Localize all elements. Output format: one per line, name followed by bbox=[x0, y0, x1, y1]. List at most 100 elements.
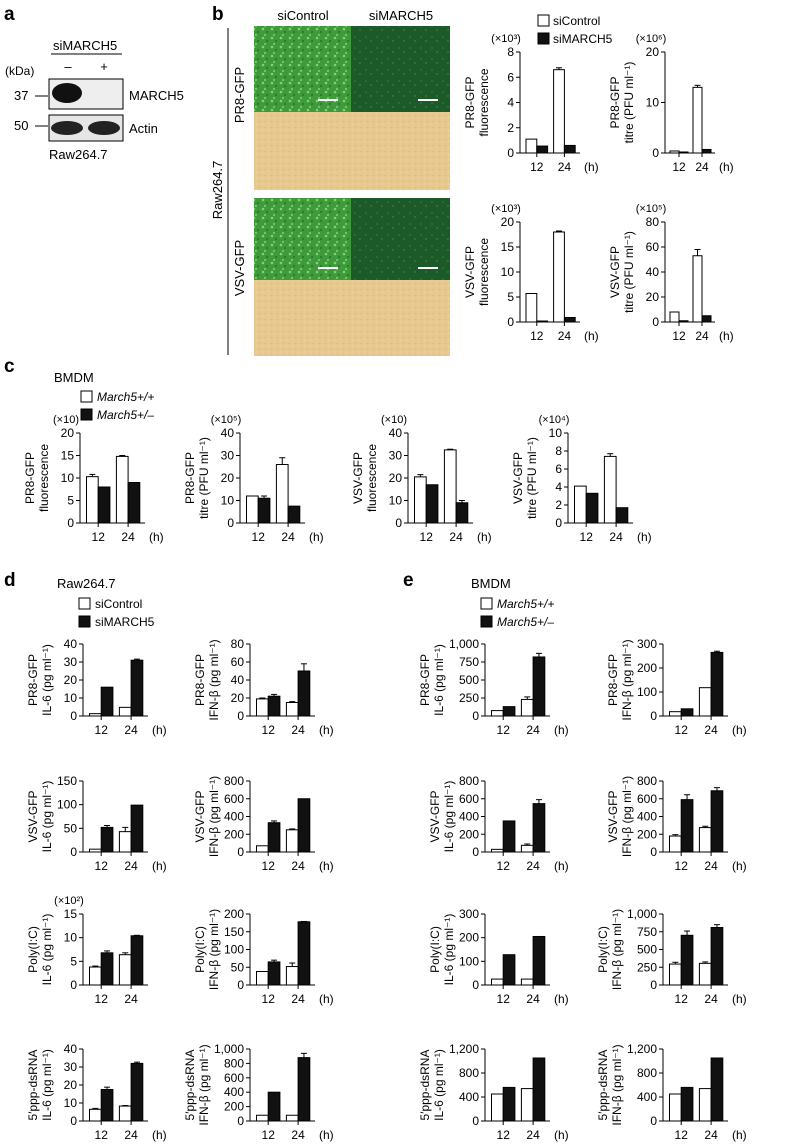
legend-b: siControl siMARCH5 bbox=[537, 14, 613, 46]
marker-50: 50 bbox=[14, 118, 28, 133]
y-axis-label: IL-6 (pg ml⁻¹) bbox=[432, 1049, 446, 1121]
bar-24-open bbox=[275, 464, 289, 524]
x-tick-label: 12 bbox=[675, 723, 689, 737]
group-title-c: BMDM bbox=[54, 370, 94, 385]
bar-12-filled bbox=[536, 320, 549, 323]
bar-24-filled bbox=[615, 507, 629, 524]
x-tick-label: 24 bbox=[695, 329, 709, 343]
x-tick-label: 24 bbox=[124, 992, 138, 1006]
y-tick-label: 0 bbox=[395, 516, 402, 530]
x-unit-label: (h) bbox=[554, 859, 569, 873]
x-unit-label: (h) bbox=[554, 1128, 569, 1142]
x-unit-label: (h) bbox=[732, 859, 747, 873]
y-axis-label: IFN-β (pg ml⁻¹) bbox=[610, 1044, 624, 1125]
y-tick-label: 50 bbox=[64, 821, 78, 835]
y-tick-label: 200 bbox=[459, 827, 479, 841]
bar-12-filled bbox=[257, 497, 271, 524]
y-axis-label: PR8-GFP bbox=[26, 654, 40, 706]
y-tick-label: 600 bbox=[224, 792, 244, 806]
x-unit-label: (h) bbox=[732, 723, 747, 737]
y-axis-label: IL-6 (pg ml⁻¹) bbox=[40, 1049, 54, 1121]
bar-12-filled bbox=[502, 820, 516, 853]
y-tick-label: 10 bbox=[646, 96, 660, 110]
y-tick-label: 10 bbox=[389, 494, 403, 508]
x-tick-label: 12 bbox=[675, 1128, 689, 1142]
y-tick-label: 10 bbox=[64, 1096, 78, 1110]
bar-24-filled bbox=[563, 144, 576, 154]
x-tick-label: 24 bbox=[449, 530, 463, 544]
x-unit-label: (h) bbox=[554, 992, 569, 1006]
y-axis-label: PR8-GFP bbox=[608, 76, 622, 128]
y-tick-label: 200 bbox=[637, 827, 657, 841]
y-axis-label: Poly(I:C) bbox=[193, 926, 207, 973]
y-tick-label: 10 bbox=[64, 691, 78, 705]
y-tick-label: 100 bbox=[637, 685, 657, 699]
y-axis-label: PR8-GFP bbox=[193, 654, 207, 706]
chart-c2: 0 10 20 30 40(×10⁵) PR8-GFP titre (PFU ml⁻¹) 12… bbox=[183, 414, 324, 544]
y-axis-label: fluorescence bbox=[37, 444, 51, 512]
y-tick-label: 30 bbox=[389, 449, 403, 463]
y-axis-label: IFN-β (pg ml⁻¹) bbox=[620, 639, 634, 720]
x-unit-label: (h) bbox=[319, 1128, 334, 1142]
x-tick-label: 12 bbox=[497, 992, 511, 1006]
x-tick-label: 24 bbox=[291, 859, 305, 873]
y-tick-label: 800 bbox=[224, 774, 244, 788]
bar-12-filled bbox=[425, 484, 439, 524]
y-axis-label: IFN-β (pg ml⁻¹) bbox=[197, 1044, 211, 1125]
bar-24-filled bbox=[532, 803, 546, 853]
bar-24-open bbox=[118, 1105, 132, 1122]
chart-d5: 0 5 10 15(×10²) Poly(I:C) IL-6 (pg ml⁻¹) 12 24 bbox=[26, 895, 148, 1006]
y-tick-label: 10 bbox=[61, 471, 75, 485]
y-tick-label: 0 bbox=[67, 516, 74, 530]
chart-e7: 0 400 800 1,200 5′ppp-dsRNA IL-6 (pg ml⁻¹) 12 2… bbox=[418, 1042, 569, 1142]
x-tick-label: 24 bbox=[526, 1128, 540, 1142]
y-tick-label: 40 bbox=[231, 673, 245, 687]
bar-24-filled bbox=[297, 798, 311, 853]
legend-b-filled-label: siMARCH5 bbox=[553, 32, 613, 46]
bar-12-filled bbox=[100, 686, 114, 717]
y-axis-label: titre (PFU ml⁻¹) bbox=[525, 437, 539, 519]
chart-b3: 0 5 10 15 20(×10³) VSV-GFP fluorescence 12 24 (h) bbox=[463, 203, 599, 343]
x-tick-label: 12 bbox=[675, 859, 689, 873]
y-axis-label: VSV-GFP bbox=[193, 790, 207, 842]
x-unit-label: (h) bbox=[309, 530, 324, 544]
y-tick-label: 10 bbox=[549, 426, 563, 440]
y-tick-label: 80 bbox=[646, 215, 660, 229]
bar-12-open bbox=[525, 293, 538, 323]
y-tick-label: 20 bbox=[64, 1078, 78, 1092]
bar-12-open bbox=[669, 835, 682, 853]
y-tick-label: 0 bbox=[70, 845, 77, 859]
bar-24-filled bbox=[532, 1057, 546, 1122]
bar-24-open bbox=[553, 231, 565, 323]
y-tick-label: 200 bbox=[224, 827, 244, 841]
chart-c1: 0 5 10 15 20(×10) PR8-GFP fluorescence 12 24 (h) bbox=[23, 414, 164, 544]
micro-row-vsv: VSV-GFP bbox=[232, 240, 247, 296]
y-axis-label: 5′ppp-dsRNA bbox=[418, 1050, 432, 1121]
y-tick-label: 600 bbox=[459, 792, 479, 806]
y-tick-label: 8 bbox=[555, 444, 562, 458]
y-tick-label: 800 bbox=[224, 1056, 244, 1070]
bar-12-open bbox=[246, 495, 259, 524]
y-tick-label: 0 bbox=[507, 146, 514, 160]
y-tick-label: 50 bbox=[231, 960, 245, 974]
chart-b4: 0 20 40 60 80(×10⁵) VSV-GFP titre (PFU ml⁻¹) 12… bbox=[608, 203, 734, 343]
x-unit-label: (h) bbox=[152, 859, 167, 873]
group-title-e: BMDM bbox=[471, 576, 511, 591]
bar-12-filled bbox=[100, 1089, 114, 1122]
bar-12-open bbox=[89, 848, 102, 853]
y-axis-label: IL-6 (pg ml⁻¹) bbox=[40, 781, 54, 853]
y-axis-label: PR8-GFP bbox=[183, 452, 197, 504]
micro-vsv-bf-march5 bbox=[351, 280, 450, 356]
bar-24-open bbox=[118, 706, 132, 717]
bar-24-open bbox=[520, 978, 534, 986]
x-tick-label: 24 bbox=[558, 160, 572, 174]
x-unit-label: (h) bbox=[319, 859, 334, 873]
x-tick-label: 12 bbox=[530, 160, 544, 174]
bar-12-filled bbox=[100, 826, 114, 853]
bar-24-open bbox=[603, 455, 617, 524]
y-tick-label: 400 bbox=[224, 810, 244, 824]
bar-24-filled bbox=[701, 148, 712, 154]
y-tick-label: 40 bbox=[64, 1042, 78, 1056]
